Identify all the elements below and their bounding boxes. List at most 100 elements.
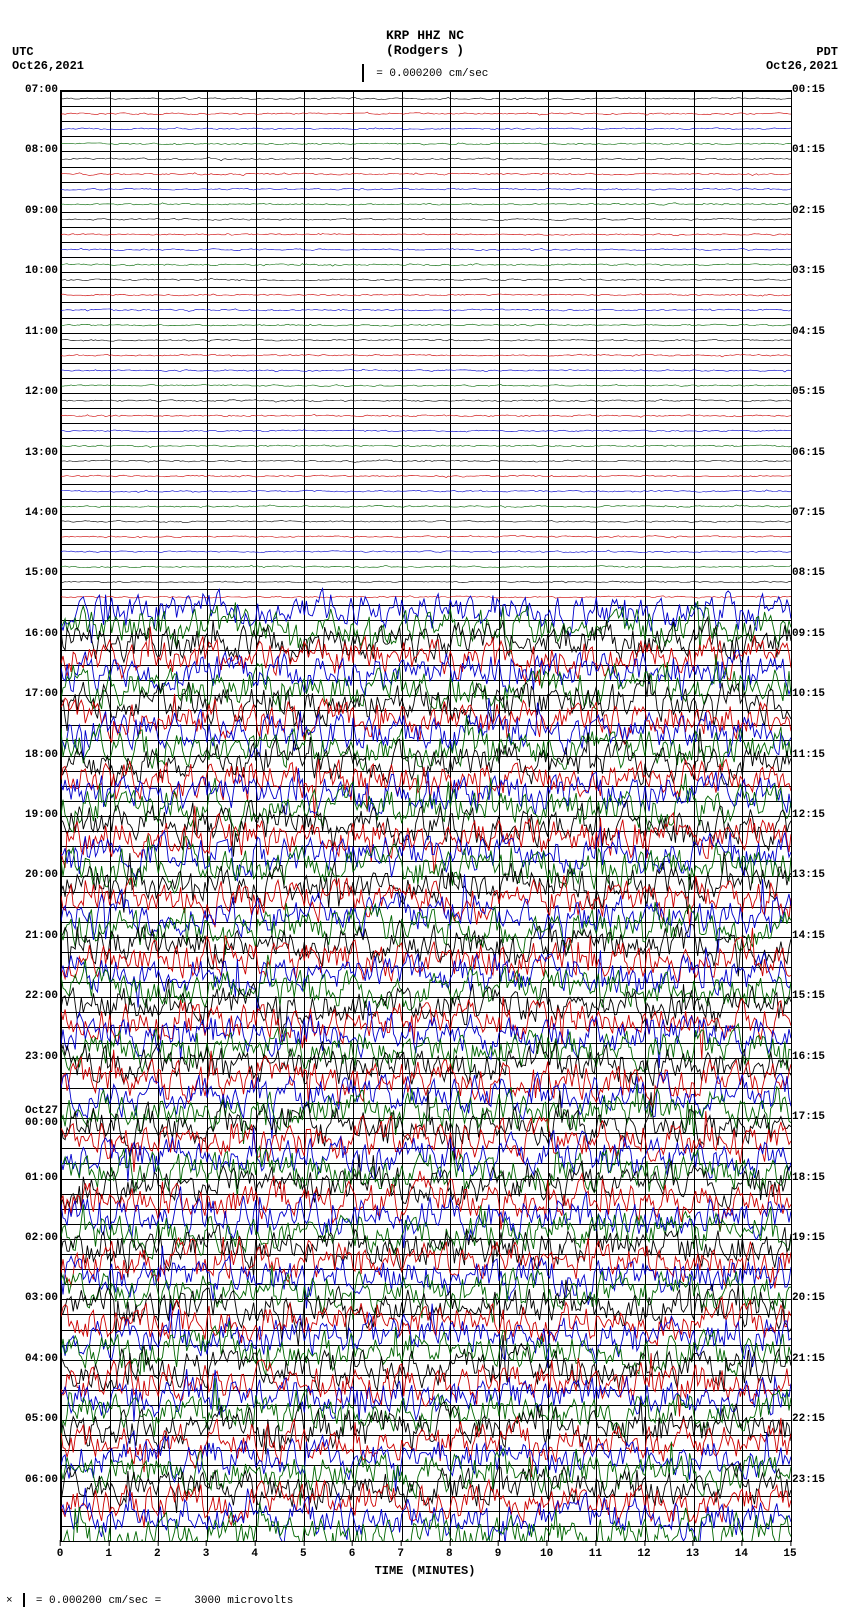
- trace-line: [61, 354, 791, 357]
- trace-line: [61, 1147, 791, 1198]
- trace-line: [61, 596, 791, 599]
- x-tick: 11: [589, 1548, 602, 1560]
- trace-line: [61, 827, 791, 881]
- left-hour-label: 08:00: [10, 144, 58, 156]
- right-hour-label: 03:15: [792, 265, 840, 277]
- footer-bar-icon: [23, 1593, 25, 1607]
- trace-line: [61, 835, 791, 893]
- trace-line: [61, 520, 791, 522]
- trace-line: [61, 581, 791, 583]
- left-hour-label: 06:00: [10, 1474, 58, 1486]
- trace-line: [61, 278, 791, 281]
- right-hour-label: 02:15: [792, 205, 840, 217]
- x-tick: 0: [57, 1548, 64, 1560]
- left-hour-label: 22:00: [10, 990, 58, 1002]
- x-tick: 9: [495, 1548, 502, 1560]
- x-axis-title: TIME (MINUTES): [60, 1564, 790, 1578]
- left-timezone: UTC: [12, 45, 84, 59]
- left-hour-label: Oct2700:00: [10, 1105, 58, 1129]
- trace-line: [61, 475, 791, 477]
- trace-line: [61, 127, 791, 129]
- trace-line: [61, 505, 791, 508]
- x-tick: 4: [251, 1548, 258, 1560]
- trace-line: [61, 112, 791, 115]
- right-hour-label: 08:15: [792, 567, 840, 579]
- left-hour-label: 04:00: [10, 1353, 58, 1365]
- left-date: Oct26,2021: [12, 59, 84, 73]
- left-hour-label: 18:00: [10, 749, 58, 761]
- x-tick: 13: [686, 1548, 699, 1560]
- scale-bar-icon: [362, 64, 364, 82]
- trace-line: [61, 369, 791, 372]
- left-hour-label: 07:00: [10, 84, 58, 96]
- left-hour-label: 03:00: [10, 1292, 58, 1304]
- trace-line: [61, 460, 791, 463]
- x-tick: 2: [154, 1548, 161, 1560]
- right-timezone: PDT: [766, 45, 838, 59]
- trace-line: [61, 324, 791, 326]
- left-hour-label: 11:00: [10, 326, 58, 338]
- trace-line: [61, 203, 791, 205]
- x-tick: 15: [783, 1548, 796, 1560]
- right-hour-label: 14:15: [792, 930, 840, 942]
- left-hour-label: 05:00: [10, 1413, 58, 1425]
- right-date: Oct26,2021: [766, 59, 838, 73]
- footer-prefix-icon: ×: [6, 1595, 13, 1607]
- trace-line: [61, 400, 791, 403]
- right-hour-label: 20:15: [792, 1292, 840, 1304]
- x-tick: 6: [349, 1548, 356, 1560]
- trace-line: [61, 233, 791, 235]
- chart-title: KRP HHZ NC (Rodgers ): [0, 28, 850, 58]
- trace-line: [61, 490, 791, 493]
- x-tick: 7: [397, 1548, 404, 1560]
- right-hour-label: 22:15: [792, 1413, 840, 1425]
- right-hour-label: 13:15: [792, 869, 840, 881]
- left-hour-label: 23:00: [10, 1051, 58, 1063]
- right-hour-label: 15:15: [792, 990, 840, 1002]
- right-hour-labels: 00:1501:1502:1503:1504:1505:1506:1507:15…: [792, 90, 840, 1540]
- trace-line: [61, 309, 791, 312]
- footer-text-suffix: 3000 microvolts: [194, 1595, 293, 1607]
- trace-line: [61, 385, 791, 387]
- trace-line: [61, 414, 791, 417]
- trace-line: [61, 694, 791, 744]
- trace-line: [61, 1335, 791, 1392]
- x-tick: 5: [300, 1548, 307, 1560]
- right-hour-label: 10:15: [792, 688, 840, 700]
- trace-line: [61, 339, 791, 341]
- header-right: PDT Oct26,2021: [766, 45, 838, 73]
- right-hour-label: 04:15: [792, 326, 840, 338]
- left-hour-label: 14:00: [10, 507, 58, 519]
- trace-line: [61, 173, 791, 176]
- right-hour-label: 11:15: [792, 749, 840, 761]
- trace-line: [61, 248, 791, 251]
- left-hour-label: 02:00: [10, 1232, 58, 1244]
- trace-line: [61, 143, 791, 145]
- right-hour-label: 05:15: [792, 386, 840, 398]
- right-hour-label: 16:15: [792, 1051, 840, 1063]
- trace-line: [61, 800, 791, 856]
- trace-line: [61, 565, 791, 568]
- trace-line: [61, 264, 791, 267]
- scale-text: = 0.000200 cm/sec: [376, 68, 488, 80]
- footer-text-prefix: = 0.000200 cm/sec =: [36, 1595, 161, 1607]
- left-hour-label: 09:00: [10, 205, 58, 217]
- right-hour-label: 06:15: [792, 447, 840, 459]
- right-hour-label: 01:15: [792, 144, 840, 156]
- right-hour-label: 18:15: [792, 1172, 840, 1184]
- left-hour-label: 01:00: [10, 1172, 58, 1184]
- left-hour-label: 13:00: [10, 447, 58, 459]
- right-hour-label: 07:15: [792, 507, 840, 519]
- footer-scale: × = 0.000200 cm/sec = 3000 microvolts: [6, 1593, 293, 1607]
- left-hour-labels: 07:0008:0009:0010:0011:0012:0013:0014:00…: [10, 90, 58, 1540]
- seismic-traces: [61, 91, 791, 1541]
- left-hour-label: 17:00: [10, 688, 58, 700]
- left-hour-label: 15:00: [10, 567, 58, 579]
- trace-line: [61, 445, 791, 448]
- scale-indicator: = 0.000200 cm/sec: [0, 64, 850, 82]
- left-hour-label: 21:00: [10, 930, 58, 942]
- right-hour-label: 00:15: [792, 84, 840, 96]
- trace-line: [61, 157, 791, 160]
- gridline-v: [791, 91, 792, 1541]
- helicorder-container: KRP HHZ NC (Rodgers ) = 0.000200 cm/sec …: [0, 0, 850, 1613]
